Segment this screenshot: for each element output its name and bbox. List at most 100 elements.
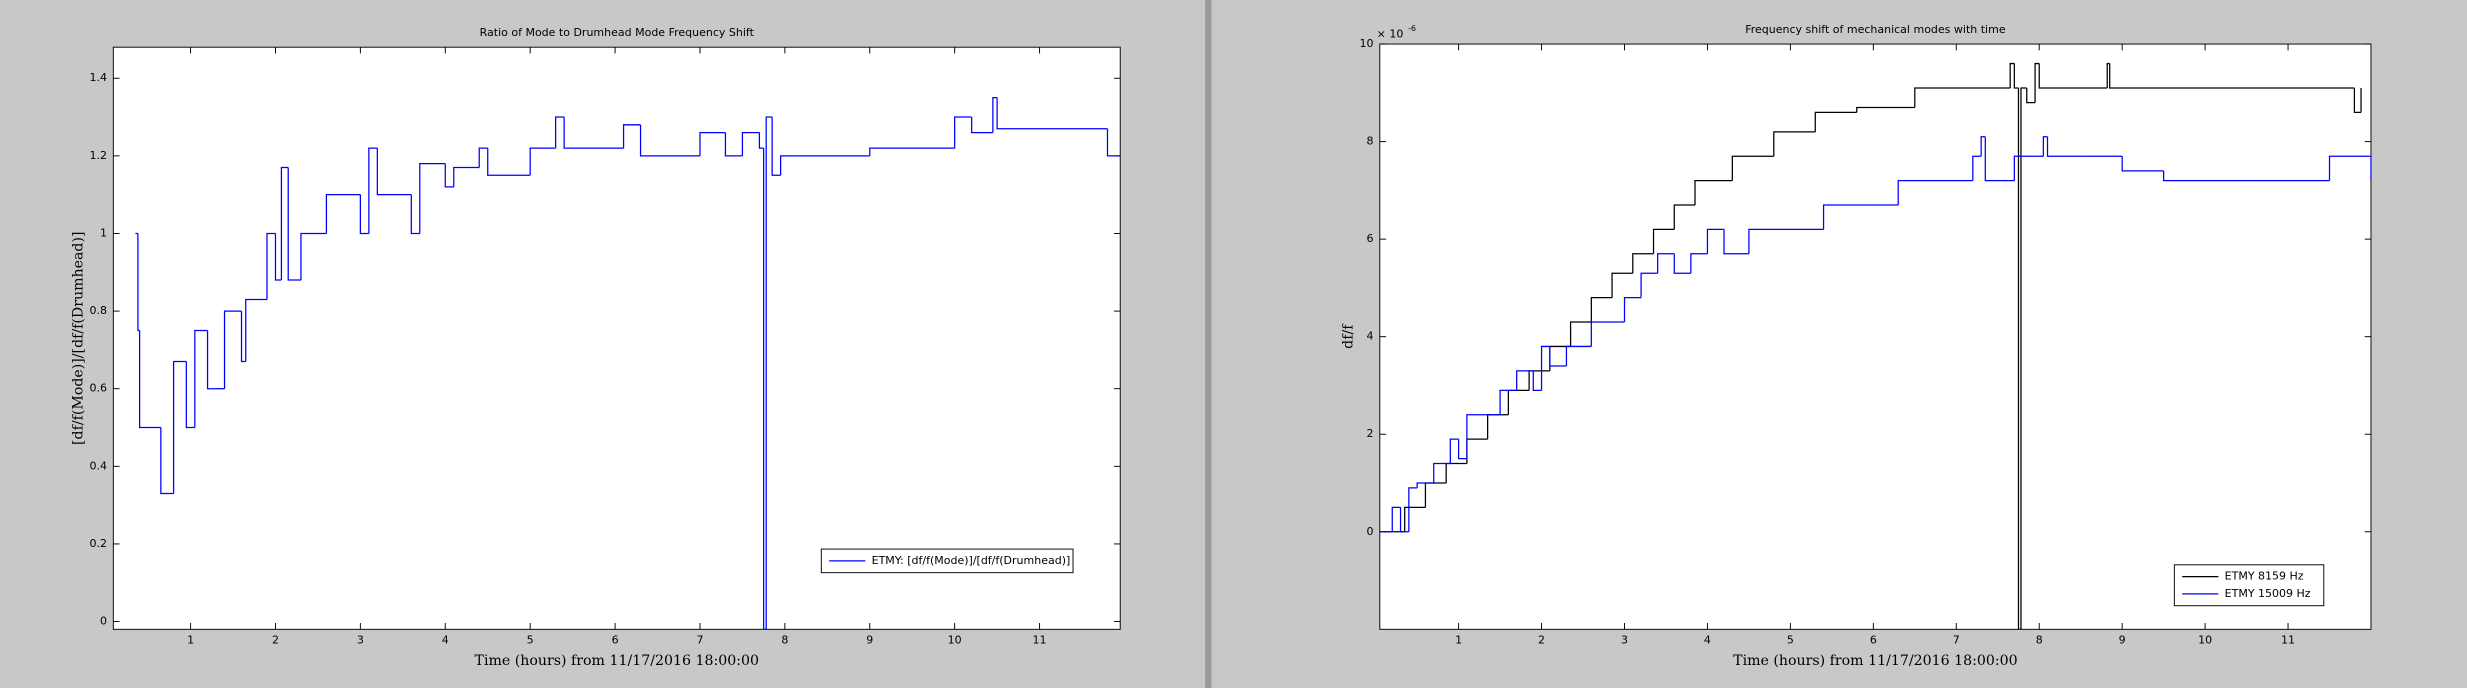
line-step <box>1897 179 1932 205</box>
line-step <box>2020 87 2027 630</box>
x-tick-label: 4 <box>442 633 449 646</box>
line-step <box>325 194 361 234</box>
line-step <box>185 361 195 429</box>
x-tick-label: 5 <box>527 633 534 646</box>
y-tick-label: 0.4 <box>90 459 108 472</box>
x-tick-label: 3 <box>357 633 364 646</box>
line-step <box>555 116 565 149</box>
line-step <box>1723 229 1749 255</box>
x-tick-label: 7 <box>696 633 703 646</box>
line-step <box>1540 345 1550 391</box>
y-tick-label: 0.8 <box>90 304 108 317</box>
line-step <box>869 147 955 156</box>
x-tick-label: 1 <box>1455 633 1462 646</box>
line-step <box>1822 204 1866 230</box>
line-step <box>2046 136 2081 157</box>
legend-label: ETMY 8159 Hz <box>2225 570 2304 583</box>
line-step <box>1433 462 1451 484</box>
line-step <box>2163 170 2206 182</box>
line-step <box>1694 179 1733 205</box>
y-tick-label: 0.2 <box>90 537 108 550</box>
line-step <box>1399 507 1409 533</box>
y-tick-label: 6 <box>1367 232 1374 245</box>
line-step <box>368 147 378 234</box>
line-step <box>1706 228 1725 254</box>
line-step <box>1569 321 1592 347</box>
plot-area <box>1379 43 2372 630</box>
y-tick-label: 1 <box>100 226 107 239</box>
line-step <box>453 166 480 187</box>
line-step <box>1516 370 1534 391</box>
line-step <box>741 131 760 156</box>
x-tick-label: 9 <box>2119 633 2126 646</box>
line-step <box>1731 155 1774 181</box>
x-tick-label: 10 <box>948 633 962 646</box>
line-step <box>2013 63 2019 89</box>
line-step <box>2013 155 2040 181</box>
line-step <box>2121 156 2164 172</box>
line-step <box>1914 87 2011 108</box>
x-tick-label: 1 <box>187 633 194 646</box>
line-step <box>699 131 726 156</box>
line-step <box>478 147 488 168</box>
line-step <box>1980 136 1986 157</box>
line-step <box>245 298 267 362</box>
line-step <box>1984 136 2015 182</box>
line-step <box>194 329 208 428</box>
line-step <box>1673 253 1691 274</box>
line-step <box>1391 506 1401 532</box>
y-tick-label: 0.6 <box>90 382 108 395</box>
y-tick-label: 4 <box>1367 330 1374 343</box>
line-step <box>376 148 412 196</box>
line-step <box>1532 370 1542 391</box>
line-step <box>419 162 446 234</box>
line-step <box>971 117 993 134</box>
line-step <box>2009 62 2015 88</box>
y-tick-label: 1.2 <box>90 149 108 162</box>
line-step <box>2017 87 2021 630</box>
line-step <box>1408 487 1418 532</box>
line-step <box>2109 63 2355 89</box>
plot-area <box>112 46 1121 630</box>
x-axis-label: Time (hours) from 11/17/2016 18:00:00 <box>475 653 759 669</box>
line-step <box>410 194 420 235</box>
line-step <box>2042 136 2048 157</box>
line-step <box>1690 253 1708 274</box>
x-tick-label: 8 <box>2036 633 2043 646</box>
line-step <box>2034 62 2040 103</box>
line-step <box>206 330 212 390</box>
chart-title: Ratio of Mode to Drumhead Mode Frequency… <box>480 26 755 39</box>
legend-label: ETMY 15009 Hz <box>2225 587 2311 600</box>
line-step <box>1814 111 1857 132</box>
x-tick-label: 11 <box>2281 633 2295 646</box>
legend-label: ETMY: [df/f(Mode)]/[df/f(Drumhead)] <box>872 554 1071 567</box>
line-step <box>563 117 624 149</box>
line-step <box>1457 439 1467 460</box>
line-step <box>444 163 454 188</box>
y-axis-label: df/f <box>1340 323 1356 349</box>
y-tick-label: 2 <box>1367 427 1374 440</box>
line-step <box>487 148 531 176</box>
line-step <box>287 167 301 281</box>
line-step <box>2353 87 2362 113</box>
line-step <box>996 97 1108 130</box>
x-tick-label: 9 <box>866 633 873 646</box>
line-step <box>1623 297 1642 323</box>
x-tick-label: 6 <box>612 633 619 646</box>
line-step <box>954 116 972 149</box>
x-tick-label: 4 <box>1704 633 1711 646</box>
line-step <box>1748 228 1791 254</box>
plot-lines <box>1379 62 2371 630</box>
line-step <box>1499 389 1517 415</box>
line-step <box>1657 253 1675 274</box>
legend-box <box>2173 564 2325 607</box>
line-step <box>992 97 998 133</box>
line-step <box>1856 106 1915 113</box>
line-step <box>779 155 794 176</box>
x-axis-label: Time (hours) from 11/17/2016 18:00:00 <box>1733 653 2017 669</box>
line-step <box>300 232 327 281</box>
window-divider <box>1205 0 1212 688</box>
y-tick-label: 0 <box>100 615 107 628</box>
x-tick-label: 11 <box>1033 633 1047 646</box>
line-step <box>1416 482 1434 488</box>
